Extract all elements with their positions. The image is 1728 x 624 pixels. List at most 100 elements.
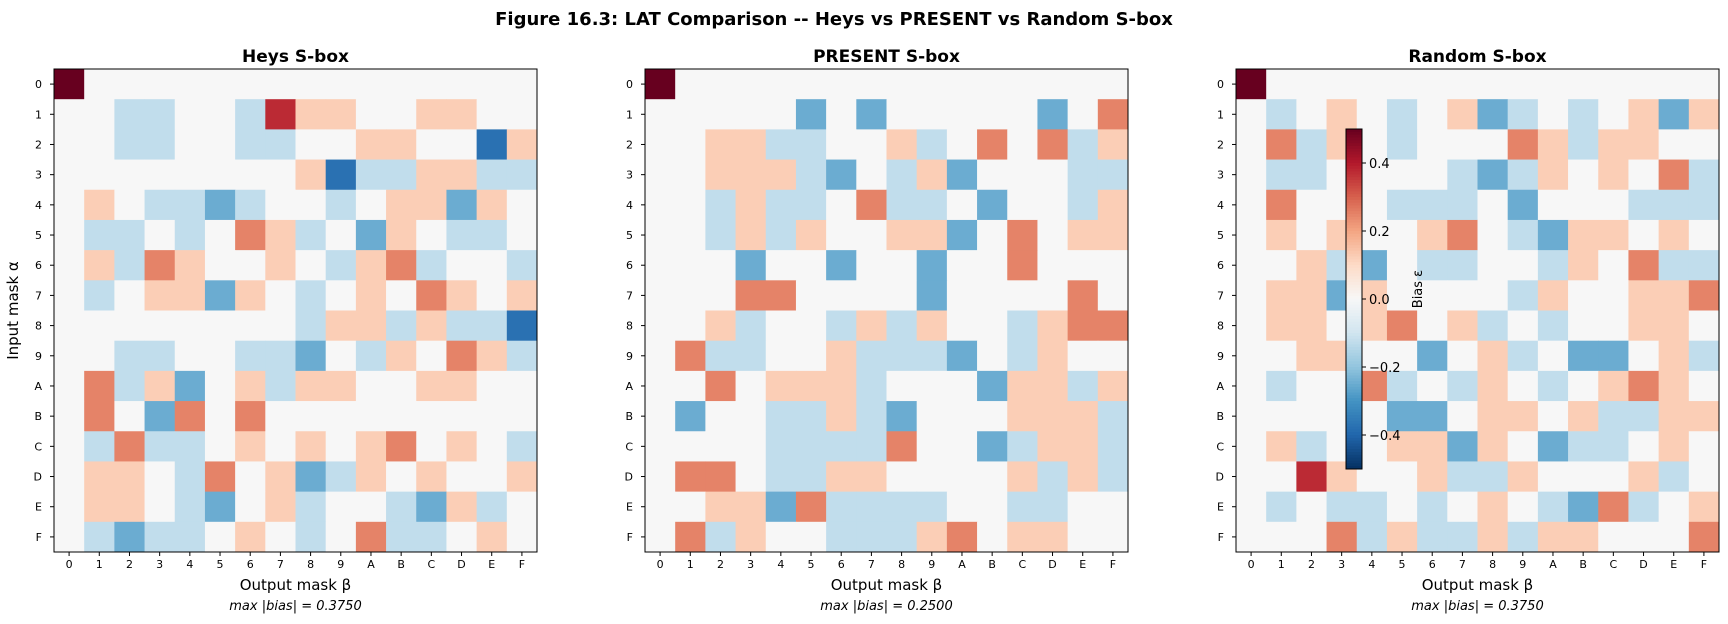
heatmap-cell bbox=[1537, 310, 1569, 342]
heatmap-cell bbox=[1628, 401, 1660, 432]
heatmap-cell bbox=[826, 310, 857, 342]
heatmap-cell bbox=[675, 521, 706, 553]
heatmap-cell bbox=[1386, 310, 1418, 342]
heatmap-cell bbox=[174, 189, 206, 221]
heatmap-cell bbox=[765, 159, 797, 191]
heatmap-cell bbox=[1688, 280, 1720, 311]
heatmap-cell bbox=[886, 491, 918, 523]
heatmap-cell bbox=[1568, 219, 1599, 251]
heatmap-cell bbox=[856, 401, 887, 432]
heatmap-cell bbox=[675, 401, 706, 432]
heatmap-cell bbox=[856, 159, 887, 191]
heatmap-cell bbox=[1007, 159, 1038, 191]
heatmap-cell bbox=[1447, 491, 1478, 523]
heatmap-cell bbox=[1417, 521, 1448, 553]
heatmap-cell bbox=[916, 159, 948, 191]
colorbar-segment bbox=[1346, 321, 1362, 325]
heatmap-cell bbox=[386, 159, 417, 191]
heatmap-cell bbox=[1688, 401, 1720, 432]
heatmap-cell bbox=[946, 340, 978, 372]
heatmap-cell bbox=[1477, 189, 1509, 221]
heatmap-cell bbox=[506, 431, 538, 462]
heatmap-cell bbox=[1658, 219, 1690, 251]
heatmap-cell bbox=[1688, 99, 1720, 130]
heatmap-cell bbox=[355, 159, 387, 191]
heatmap-cell bbox=[416, 159, 447, 191]
heatmap-cell bbox=[1386, 521, 1418, 553]
heatmap-cell bbox=[1507, 401, 1539, 432]
heatmap-cell bbox=[795, 189, 827, 221]
heatmap-cell bbox=[204, 491, 236, 523]
heatmap-cell bbox=[1417, 340, 1448, 372]
heatmap-cell bbox=[1658, 280, 1690, 311]
heatmap-cell bbox=[144, 491, 176, 523]
colorbar-segment bbox=[1346, 304, 1362, 308]
heatmap-cell bbox=[1067, 431, 1099, 462]
heatmap-cell bbox=[506, 189, 538, 221]
heatmap-cell bbox=[204, 461, 236, 493]
heatmap-cell bbox=[1658, 129, 1690, 160]
heatmap-cell bbox=[1266, 491, 1297, 523]
heatmap-cell bbox=[705, 370, 736, 402]
colorbar-segment bbox=[1346, 177, 1362, 181]
heatmap-cell bbox=[386, 461, 417, 493]
heatmap-cell bbox=[416, 461, 447, 493]
heatmap-cell bbox=[645, 159, 676, 191]
y-tick-label: 0 bbox=[626, 78, 633, 91]
heatmap-cell bbox=[295, 69, 327, 100]
colorbar-segment bbox=[1346, 466, 1362, 470]
heatmap-cell bbox=[1628, 280, 1660, 311]
heatmap-cell bbox=[54, 250, 85, 281]
heatmap-cell bbox=[1447, 189, 1478, 221]
heatmap-cell bbox=[795, 401, 827, 432]
colorbar-segment bbox=[1346, 316, 1362, 320]
heatmap-cell bbox=[1266, 340, 1297, 372]
x-tick-label: 7 bbox=[1459, 558, 1466, 571]
heatmap-cell bbox=[1386, 189, 1418, 221]
heatmap-cell bbox=[1688, 340, 1720, 372]
colorbar-segment bbox=[1346, 401, 1362, 405]
heatmap-cell bbox=[84, 129, 115, 160]
colorbar-segment bbox=[1346, 154, 1362, 158]
colorbar-tick-label: 0.0 bbox=[1369, 293, 1390, 308]
heatmap-cell bbox=[886, 69, 918, 100]
heatmap-cell bbox=[204, 431, 236, 462]
heatmap-cell bbox=[735, 129, 767, 160]
heatmap-cell bbox=[54, 461, 85, 493]
x-tick-label: E bbox=[1079, 558, 1086, 571]
heatmap-cell bbox=[1658, 189, 1690, 221]
heatmap-cell bbox=[1097, 401, 1129, 432]
heatmap-cell bbox=[1568, 491, 1599, 523]
heatmap-cell bbox=[1477, 401, 1509, 432]
heatmap-cell bbox=[1507, 189, 1539, 221]
heatmap-cell bbox=[1417, 461, 1448, 493]
heatmap-cell bbox=[977, 370, 1008, 402]
heatmap-cell bbox=[1296, 401, 1327, 432]
heatmap-cell bbox=[916, 401, 948, 432]
heatmap-cell bbox=[416, 340, 447, 372]
heatmap-cell bbox=[84, 189, 115, 221]
max-bias-annotation: max |bias| = 0.2500 bbox=[820, 599, 952, 614]
heatmap-cell bbox=[295, 340, 327, 372]
x-axis-label: Output mask β bbox=[240, 576, 352, 594]
heatmap-cell bbox=[476, 461, 508, 493]
heatmap-cell bbox=[705, 431, 736, 462]
heatmap-cell bbox=[826, 129, 857, 160]
colorbar-tick-label: −0.2 bbox=[1369, 361, 1401, 376]
heatmap-cell bbox=[1386, 280, 1418, 311]
heatmap-cell bbox=[1688, 370, 1720, 402]
heatmap-cell bbox=[416, 431, 447, 462]
colorbar-segment bbox=[1346, 369, 1362, 374]
x-tick-label: 1 bbox=[687, 558, 694, 571]
heatmap-cell bbox=[1296, 280, 1327, 311]
heatmap-cell bbox=[886, 99, 918, 130]
heatmap-cell bbox=[1658, 431, 1690, 462]
colorbar-segment bbox=[1346, 250, 1362, 255]
heatmap-cell bbox=[946, 521, 978, 553]
heatmap-cell bbox=[416, 280, 447, 311]
heatmap-cell bbox=[1417, 431, 1448, 462]
heatmap-cell bbox=[1296, 431, 1327, 462]
heatmap-cell bbox=[84, 310, 115, 342]
heatmap-cell bbox=[235, 280, 266, 311]
heatmap-cell bbox=[1507, 461, 1539, 493]
